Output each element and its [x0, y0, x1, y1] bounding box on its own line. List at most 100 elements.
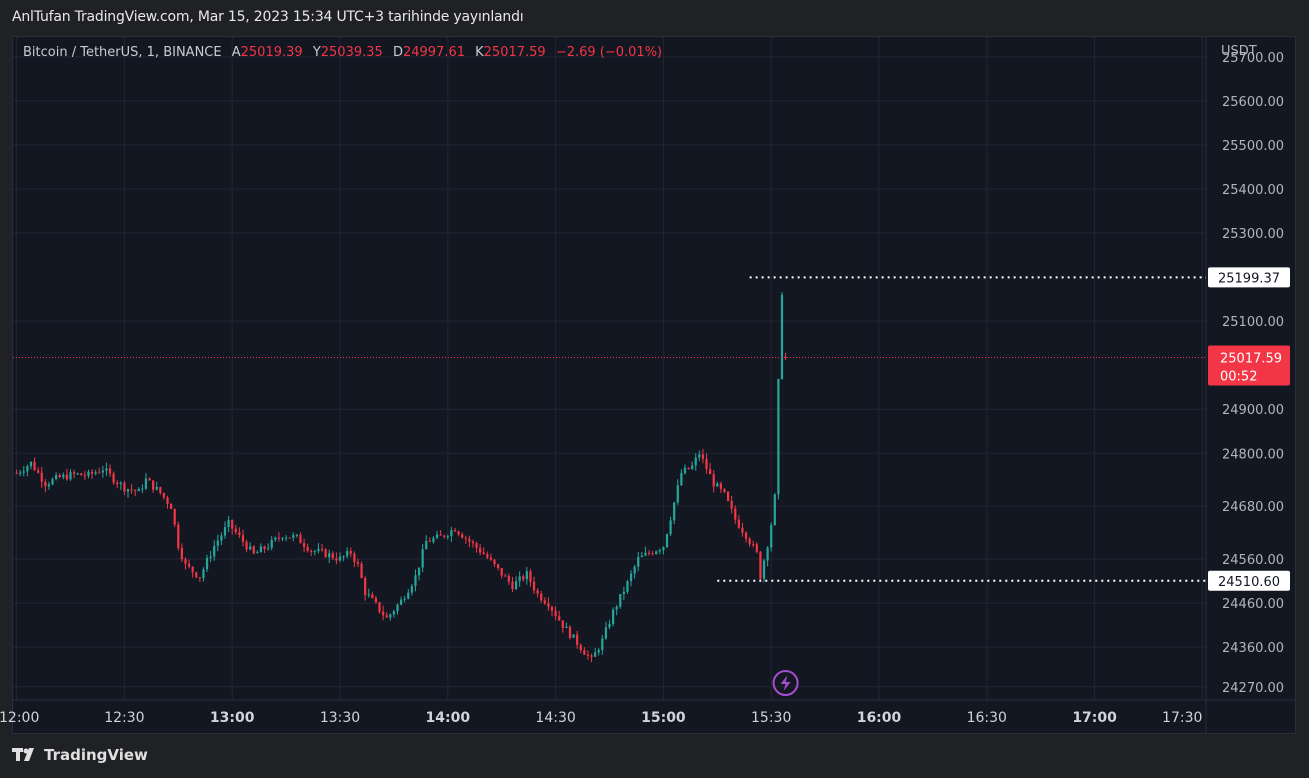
candle-body — [737, 519, 740, 528]
candle-body — [263, 546, 266, 549]
x-tick-label: 14:30 — [535, 710, 575, 726]
candle-body — [281, 538, 284, 540]
candle-body — [568, 626, 572, 638]
candle-body — [407, 592, 410, 599]
candle-body — [410, 585, 413, 593]
candle-body — [252, 546, 255, 554]
candle-body — [353, 553, 356, 563]
candle-body — [496, 564, 500, 569]
candle-body — [90, 471, 94, 474]
candle-body — [604, 627, 608, 639]
x-tick-label: 13:30 — [320, 710, 360, 726]
candle-body — [184, 559, 187, 564]
candle-body — [730, 500, 733, 509]
candle-body — [439, 534, 442, 536]
candle-body — [435, 534, 439, 539]
candle-body — [306, 547, 309, 551]
brand-name: TradingView — [44, 746, 148, 764]
close-label: K — [475, 45, 484, 60]
candle-body — [80, 473, 83, 476]
lightning-bolt — [780, 675, 791, 691]
candle-body — [338, 556, 342, 561]
candle-body — [324, 549, 327, 558]
candle-body — [629, 573, 633, 582]
candle-body — [683, 467, 687, 474]
candle-body — [432, 538, 435, 542]
y-tick-label: 24360.00 — [1222, 641, 1284, 656]
candle-body — [482, 552, 485, 555]
high-value: 25039.35 — [320, 45, 383, 60]
candle-body — [719, 483, 723, 489]
candle-body — [554, 610, 557, 617]
candle-body — [572, 634, 575, 638]
x-tick-label: 16:30 — [967, 710, 1007, 726]
candle-body — [547, 603, 550, 608]
y-tick-label: 25300.00 — [1222, 227, 1284, 242]
candle-body — [382, 611, 385, 616]
candle-body — [770, 524, 773, 548]
symbol-label[interactable]: Bitcoin / TetherUS, 1, BINANCE — [23, 45, 222, 60]
candle-body — [752, 544, 755, 546]
y-tick-label: 24900.00 — [1222, 403, 1284, 418]
candle-body — [701, 454, 705, 459]
candle-body — [615, 606, 618, 610]
candle-body — [245, 541, 248, 550]
candle-body — [371, 594, 374, 598]
candle-body — [101, 470, 104, 473]
candle-body — [277, 537, 281, 539]
candle-body — [709, 469, 712, 475]
candle-body — [565, 626, 568, 629]
candle-body — [123, 482, 126, 492]
candle-body — [464, 537, 467, 539]
y-tick-label: 24460.00 — [1222, 597, 1284, 612]
candle-body — [349, 550, 352, 554]
level-label: 24510.60 — [1218, 575, 1280, 590]
candle-body — [540, 593, 543, 601]
candle-body — [19, 472, 22, 474]
candle-body — [532, 581, 536, 591]
close-value: 25017.59 — [483, 45, 546, 60]
candle-body — [626, 581, 629, 592]
candle-body — [403, 598, 406, 600]
y-tick-label: 25700.00 — [1222, 51, 1284, 66]
high-label: Y — [312, 45, 321, 60]
candle-body — [633, 566, 636, 574]
candle-body — [51, 479, 54, 485]
y-tick-label: 25100.00 — [1222, 315, 1284, 330]
candle-body — [543, 600, 546, 604]
candle-body — [105, 468, 108, 471]
low-value: 24997.61 — [402, 45, 465, 60]
candle-body — [640, 555, 643, 558]
candle-body — [116, 482, 119, 485]
candle-body — [284, 537, 288, 539]
candle-body — [195, 572, 198, 578]
candle-body — [144, 478, 148, 489]
candle-body — [374, 597, 378, 603]
candle-body — [169, 503, 173, 510]
candle-body — [694, 457, 697, 466]
candle-body — [22, 471, 25, 473]
candle-body — [780, 294, 784, 380]
tradingview-logo[interactable]: TradingView — [12, 746, 148, 764]
candle-body — [83, 475, 86, 477]
x-tick-label: 15:00 — [641, 710, 686, 726]
candle-body — [223, 527, 227, 536]
x-tick-label: 13:00 — [210, 710, 255, 726]
candle-body — [500, 568, 503, 576]
candle-body — [137, 488, 140, 492]
candle-body — [651, 553, 654, 555]
candle-body — [44, 481, 47, 487]
publish-header: AnlTufan TradingView.com, Mar 15, 2023 1… — [12, 9, 524, 25]
change-value: −2.69 (−0.01%) — [555, 45, 663, 60]
candle-body — [177, 524, 180, 549]
candle-body — [249, 546, 252, 550]
y-tick-label: 24560.00 — [1222, 553, 1284, 568]
candle-body — [205, 558, 209, 570]
candle-body — [58, 475, 61, 478]
candle-body — [162, 492, 166, 498]
candle-body — [234, 528, 237, 533]
candle-body — [220, 535, 223, 541]
candle-body — [320, 548, 324, 550]
candle-body — [748, 538, 751, 545]
